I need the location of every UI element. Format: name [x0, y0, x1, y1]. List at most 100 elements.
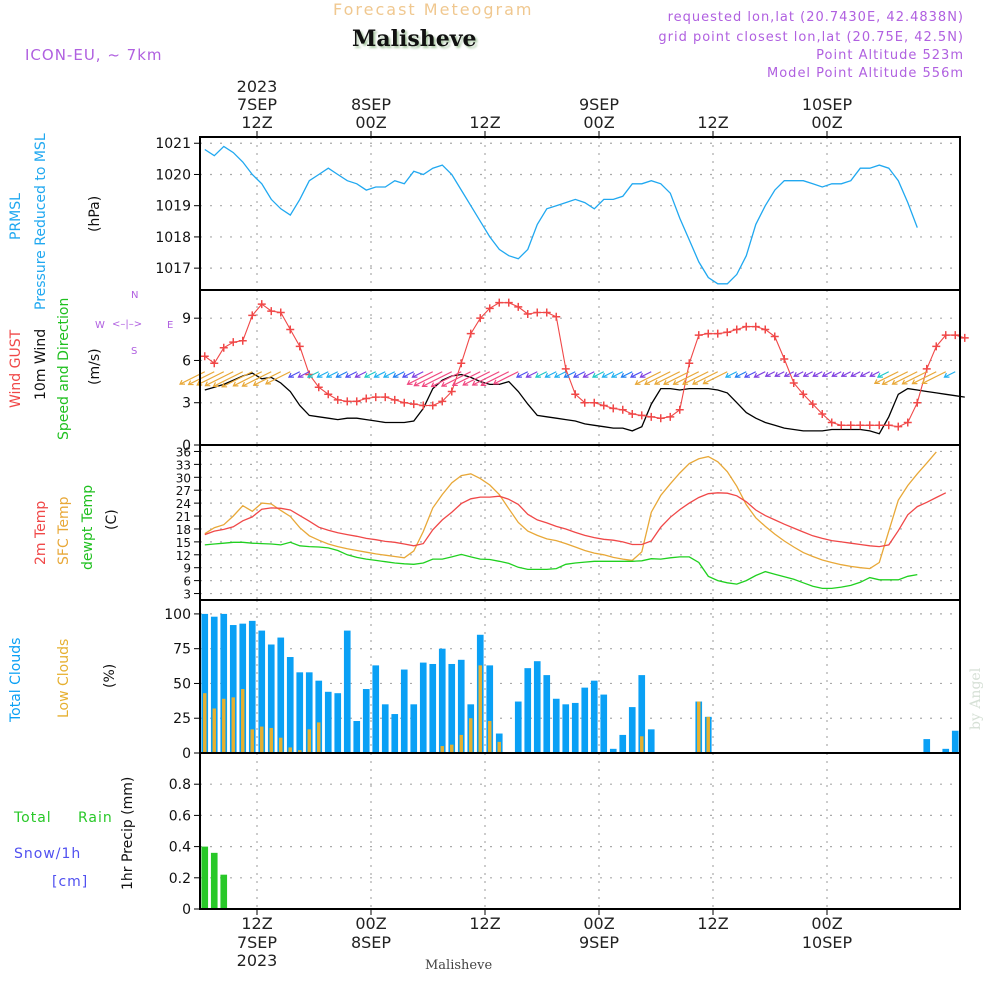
bottom-axis-time: 12Z	[241, 914, 272, 933]
gust-marker	[732, 325, 741, 334]
wind-direction-arrow	[452, 371, 481, 386]
total-cloud-bar	[410, 704, 418, 753]
gust-marker	[770, 332, 779, 341]
wind-arrow-head	[179, 379, 185, 385]
gust-marker	[390, 395, 399, 404]
wind-direction-arrow	[860, 371, 871, 377]
gust-marker	[647, 412, 656, 421]
panel-frame	[199, 599, 961, 754]
wind-direction-arrow	[869, 371, 880, 377]
gust-marker	[761, 325, 770, 334]
wind-direction-arrow	[393, 371, 405, 378]
y-tick-label: 0.8	[169, 777, 191, 793]
wind-direction-arrow	[621, 371, 633, 378]
bottom-axis-date: 9SEP	[579, 933, 619, 952]
wind-arrow-head	[610, 372, 617, 378]
gust-marker	[618, 405, 627, 414]
wind-arrow-head	[881, 380, 888, 385]
gust-marker	[495, 298, 504, 307]
gust-marker	[447, 387, 456, 396]
y-tick-label: 9	[182, 311, 191, 327]
rain-bar	[210, 852, 218, 909]
wind-direction-arrow	[725, 371, 738, 378]
wind-arrow-head	[850, 371, 857, 377]
gust-marker	[656, 414, 665, 423]
wind-direction-arrow	[673, 371, 700, 385]
y-tick-label: 1018	[155, 230, 191, 246]
gust-marker	[438, 397, 447, 406]
top-axis-date: 9SEP	[579, 95, 619, 114]
wind-direction-arrow	[812, 371, 823, 377]
total-cloud-bar	[229, 625, 237, 753]
gust-marker	[476, 314, 485, 323]
wind-arrow-head	[724, 372, 731, 378]
wind-direction-arrow	[944, 371, 956, 378]
wind-direction-arrow	[422, 371, 453, 387]
wind-direction-arrow	[213, 371, 244, 387]
wind-direction-arrow	[692, 371, 719, 385]
wind-arrow-head	[840, 371, 847, 377]
point-altitude: Point Altitude 523m	[816, 48, 964, 63]
wind-direction-arrow	[481, 371, 510, 386]
wind-direction-arrow	[317, 371, 329, 378]
total-cloud-bar	[923, 739, 931, 753]
bottom-axis-year: 2023	[237, 951, 278, 970]
y-tick-label: 1017	[155, 261, 191, 277]
wind-direction-arrow	[188, 371, 215, 386]
wind-direction-arrow	[640, 371, 652, 378]
wind-arrow-head	[187, 380, 194, 386]
wind-arrow-head	[821, 371, 828, 377]
wind-arrow-head	[859, 371, 866, 377]
gust-marker	[932, 342, 941, 351]
wind-direction-arrow	[221, 371, 253, 388]
y-tick-label: 33	[176, 458, 191, 472]
gust-marker	[248, 311, 257, 320]
wind-direction-arrow	[635, 371, 662, 385]
low-cloud-bar	[298, 750, 302, 753]
wind-arrow-head	[401, 372, 408, 378]
wind-direction-arrow	[402, 371, 415, 378]
gust-marker	[409, 400, 418, 409]
wind-arrow-head	[411, 372, 418, 378]
gust-marker	[675, 405, 684, 414]
bottom-axis-time: 00Z	[583, 914, 614, 933]
wind-arrow-head	[644, 380, 651, 385]
bottom-axis-time: 00Z	[355, 914, 386, 933]
y-tick-label: 9	[183, 562, 191, 576]
wind-arrow-head	[471, 380, 478, 386]
low-cloud-bar	[288, 747, 292, 753]
gust-marker	[419, 401, 428, 410]
top-axis-year: 2023	[237, 77, 278, 96]
sfc-temp-line	[204, 451, 937, 570]
gust-marker	[694, 331, 703, 340]
wind-arrow-head	[663, 380, 670, 385]
gust-marker	[485, 304, 494, 313]
gust-marker	[343, 397, 352, 406]
y-tick-label: 0.2	[169, 871, 191, 887]
wind-direction-arrow	[922, 371, 947, 384]
low-cloud-bar	[307, 729, 311, 753]
y-tick-label: 24	[176, 497, 191, 511]
wind-direction-arrow	[564, 371, 576, 378]
total-cloud-bar	[638, 675, 646, 753]
wind-arrow-head	[392, 372, 399, 378]
wind-arrow-head	[572, 372, 579, 378]
low-cloud-bar	[250, 729, 254, 753]
wind-direction-arrow	[793, 371, 804, 377]
gust-marker	[884, 421, 893, 430]
requested-coords: requested lon,lat (20.7430E, 42.4838N)	[667, 10, 964, 25]
total-cloud-bar	[353, 721, 361, 753]
wind-arrow-head	[264, 379, 271, 385]
gust-marker	[400, 398, 409, 407]
wind-direction-arrow	[414, 371, 443, 387]
total-cloud-bar	[448, 663, 456, 753]
wind-direction-arrow	[545, 371, 557, 378]
wind-direction-arrow	[784, 371, 795, 377]
wind-direction-arrow	[831, 371, 842, 377]
gust-marker	[523, 309, 532, 318]
total-cloud-bar	[248, 620, 256, 753]
y-tick-label: 25	[173, 711, 191, 727]
y-tick-label: 0	[182, 746, 191, 762]
rain-bar	[220, 874, 228, 909]
low-cloud-bar	[459, 734, 463, 753]
